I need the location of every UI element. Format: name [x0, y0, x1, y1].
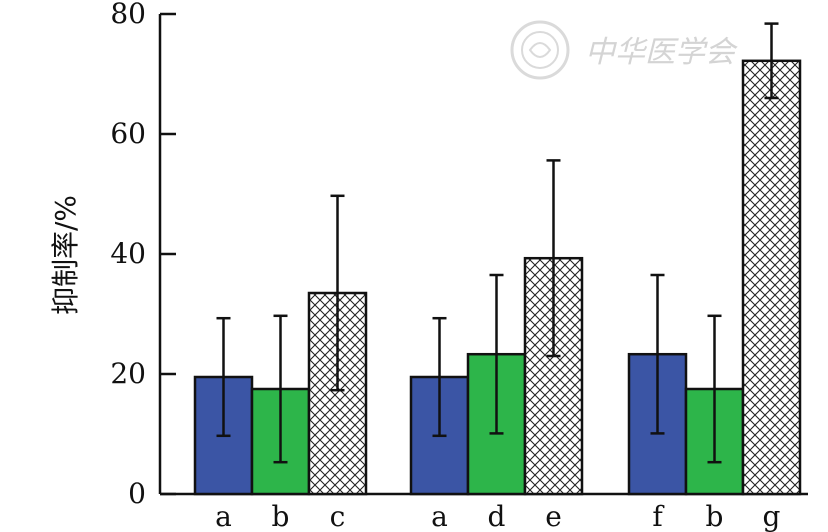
y-tick-label: 40 — [110, 237, 146, 270]
error-bar — [707, 314, 722, 464]
x-tick-label: a — [215, 500, 232, 532]
error-bar — [432, 316, 447, 438]
error-bar — [273, 314, 288, 464]
error-bar — [650, 273, 665, 435]
watermark: 中华医学会 — [510, 20, 738, 80]
error-bar — [764, 22, 779, 100]
y-tick-label: 20 — [110, 357, 146, 390]
error-bars — [216, 22, 779, 464]
error-bar — [489, 273, 504, 435]
x-tick-label: a — [431, 500, 448, 532]
x-tick-label: e — [545, 500, 562, 532]
y-axis-title: 抑制率/% — [49, 195, 82, 315]
x-tick-label: c — [330, 500, 346, 532]
y-tick-label: 60 — [110, 117, 146, 150]
x-tick-label: d — [488, 500, 506, 532]
error-bar — [330, 194, 345, 392]
y-tick-label: 0 — [128, 477, 146, 510]
x-tick-label: b — [706, 500, 724, 532]
watermark-text: 中华医学会 — [585, 35, 738, 70]
x-tick-label: b — [272, 500, 290, 532]
x-tick-label: f — [652, 500, 665, 532]
x-tick-label: g — [763, 500, 781, 532]
watermark-seal-icon — [510, 20, 570, 80]
bar — [741, 59, 802, 496]
error-bar — [546, 159, 561, 358]
error-bar — [216, 316, 231, 438]
y-tick-label: 80 — [110, 0, 146, 30]
y-ticks: 0 20 40 60 80 — [110, 0, 176, 510]
